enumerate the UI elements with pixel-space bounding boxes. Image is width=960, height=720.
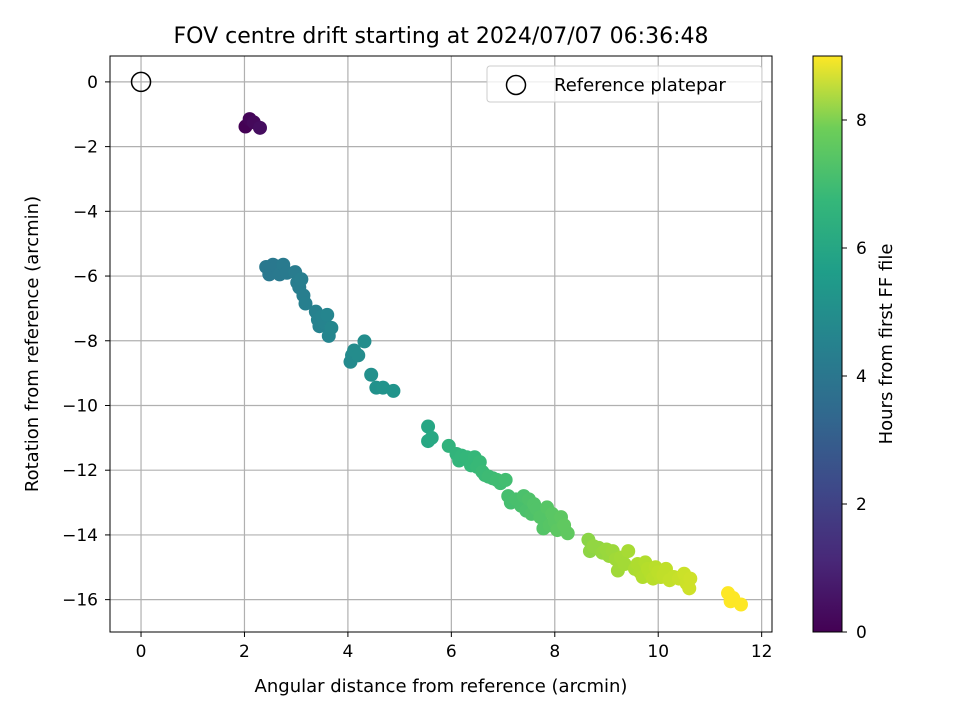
data-point [733,597,748,612]
plot-area [110,56,772,632]
data-point [424,430,439,445]
y-tick-label: −10 [62,396,98,416]
x-tick-label: 8 [549,642,560,662]
y-tick-label: −8 [73,332,98,352]
y-tick-label: −4 [73,202,98,222]
y-tick-label: −12 [62,461,98,481]
reference-marker [130,71,152,93]
x-tick-label: 0 [136,642,147,662]
data-point [320,307,335,322]
colorbar-tick-label: 6 [856,239,867,259]
data-point [298,296,313,311]
x-axis-label: Angular distance from reference (arcmin) [255,676,628,697]
data-point [364,367,379,382]
colorbar-tick-label: 4 [856,367,867,387]
reference-point [130,71,152,93]
x-tick-label: 12 [751,642,773,662]
data-point [421,419,436,434]
y-axis-ticks: 0 −2 −4 −6 −8 −10 −12 −14 −16 [62,73,110,611]
legend: Reference platepar [486,65,763,103]
y-tick-label: −2 [73,138,98,158]
y-tick-label: −6 [73,267,98,287]
colorbar-tick-label: 2 [856,495,867,515]
data-point [294,272,309,287]
y-tick-label: −14 [62,526,98,546]
colorbar-tick-label: 8 [856,111,867,131]
data-point [252,120,267,135]
x-tick-label: 2 [239,642,250,662]
y-tick-label: −16 [62,591,98,611]
grid [110,56,772,632]
chart-title: FOV centre drift starting at 2024/07/07 … [174,24,709,49]
x-axis-ticks: 0 2 4 6 8 10 12 [136,632,773,662]
x-tick-label: 4 [342,642,353,662]
data-point [357,334,372,349]
y-axis-label: Rotation from reference (arcmin) [22,196,43,492]
data-point [621,544,636,559]
colorbar: 0 2 4 6 8 Hours from first FF file [812,55,897,643]
data-point [386,383,401,398]
colorbar-tick-label: 0 [856,623,867,643]
x-tick-label: 6 [446,642,457,662]
plot-frame [109,55,773,633]
legend-marker [505,74,527,96]
data-point [324,320,339,335]
data-point [560,526,575,541]
legend-box [486,65,763,103]
y-tick-label: 0 [87,73,98,93]
data-points [238,112,748,612]
colorbar-ticks: 0 2 4 6 8 [842,111,867,643]
legend-label: Reference platepar [554,75,726,96]
data-point [683,571,698,586]
data-point [351,348,366,363]
colorbar-label: Hours from first FF file [876,244,897,445]
data-point [498,472,513,487]
x-tick-label: 10 [647,642,669,662]
colorbar-gradient [812,55,843,633]
